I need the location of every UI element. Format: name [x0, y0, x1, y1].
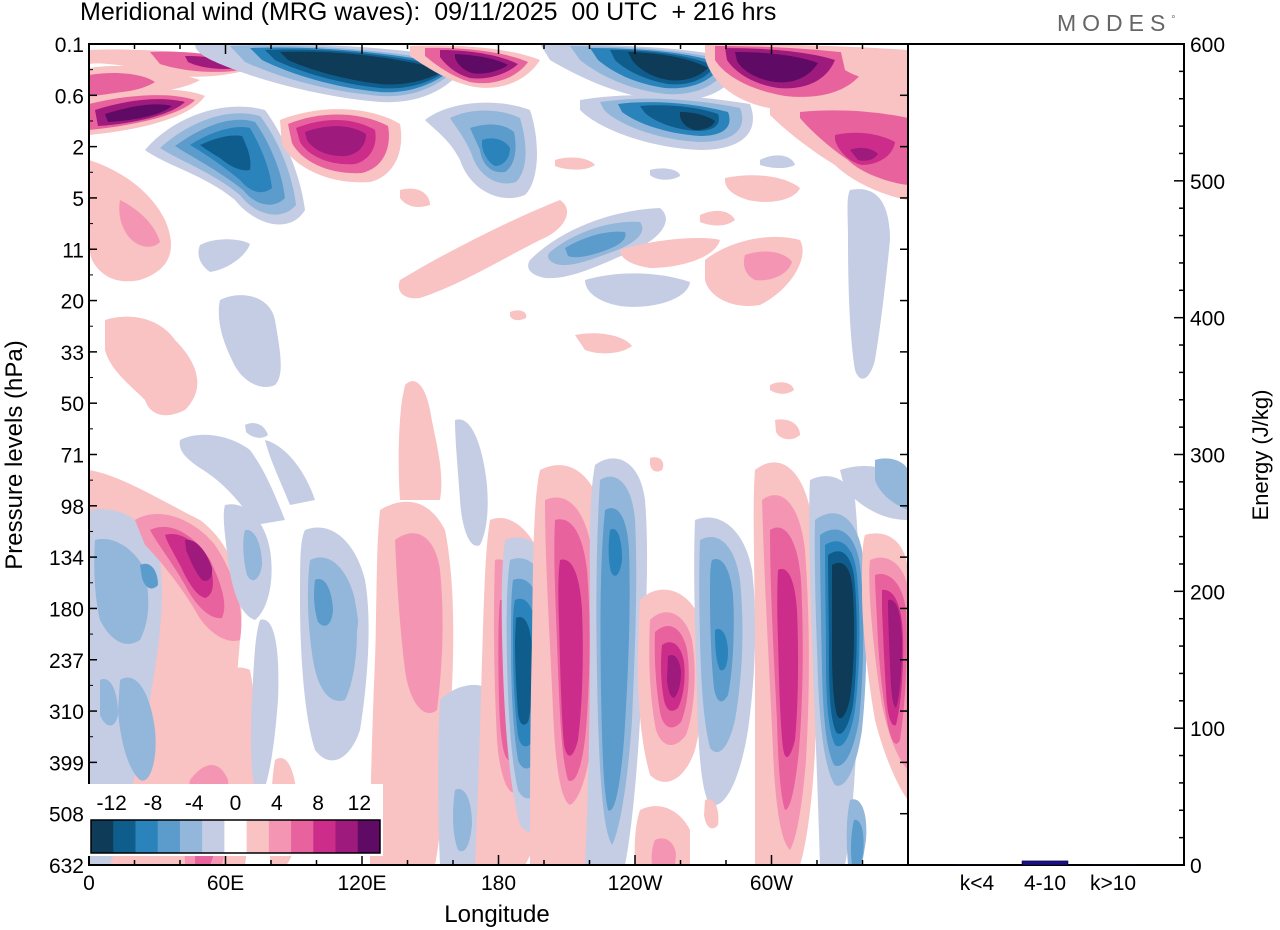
upper-blue-jet-west: [195, 44, 470, 103]
colorbar-label: 8: [312, 792, 324, 815]
mid-stratosphere-features: [89, 155, 890, 379]
energy-category-label: 4-10: [1024, 872, 1066, 895]
colorbar-swatch: [202, 820, 225, 853]
colorbar-swatch: [313, 820, 337, 853]
upper-blue-jet-east: [540, 44, 740, 101]
y-tick-label: 310: [49, 701, 84, 724]
y-tick-label: 508: [49, 804, 84, 827]
colorbar-swatch: [291, 820, 314, 853]
colorbar-label: -8: [144, 792, 163, 815]
energy-tick-label: 500: [1190, 171, 1225, 194]
pressure-axis: 0.1 0.6 2 5 11 20 33 50 71 98 134 180 237 310 399 508 63…: [49, 34, 908, 878]
y-tick-label: 20: [61, 291, 84, 314]
energy-tick-label: 600: [1190, 34, 1225, 57]
energy-bar: [1021, 860, 1069, 866]
energy-tick-label: 300: [1190, 445, 1225, 468]
x-axis-label: Longitude: [444, 901, 549, 928]
y-tick-label: 98: [61, 496, 84, 519]
energy-bar: [953, 864, 1001, 866]
y-tick-label: 632: [49, 855, 84, 878]
longitude-axis: 0 60E 120E 180 120W 60W: [83, 44, 909, 895]
colorbar-swatch: [246, 820, 270, 853]
y-tick-label: 237: [49, 650, 84, 673]
y-tick-label: 33: [61, 342, 84, 365]
energy-category-label: k<4: [960, 872, 995, 895]
y-tick-label: 180: [49, 598, 84, 621]
colorbar-swatch: [135, 820, 159, 853]
contour-field: [89, 44, 908, 865]
colorbar-swatch: [224, 820, 248, 853]
colorbar-swatch: [157, 820, 181, 853]
colorbar-label: 4: [271, 792, 283, 815]
colorbar-label: 12: [348, 792, 371, 815]
colorbar-swatch: [268, 820, 292, 853]
colorbar-swatch: [91, 820, 114, 853]
y-tick-label: 0.1: [55, 34, 84, 57]
y-tick-label: 50: [61, 393, 84, 416]
x-tick-label: 60E: [207, 872, 244, 895]
chart-title: Meridional wind (MRG waves): 09/11/2025 …: [80, 0, 777, 26]
colorbar-label: -12: [96, 792, 126, 815]
energy-bar-chart: 0 100 200 300 400 500 600 k<4 4-10 k>10: [953, 34, 1225, 895]
x-tick-label: 180: [481, 872, 516, 895]
level-2hpa-features: [145, 95, 908, 225]
x-tick-label: 120E: [337, 872, 386, 895]
energy-category-label: k>10: [1090, 872, 1136, 895]
colorbar-swatch: [357, 820, 381, 853]
energy-tick-label: 400: [1190, 308, 1225, 331]
energy-tick-label: 100: [1190, 718, 1225, 741]
y-tick-label: 11: [62, 239, 84, 262]
brand-mark: °: [1171, 14, 1176, 26]
y-tick-label: 2: [72, 137, 84, 160]
upper-magenta-east: [705, 44, 908, 116]
colorbar-frame: [90, 819, 381, 854]
y-tick-label: 0.6: [55, 85, 84, 108]
colorbar-label: -4: [185, 792, 204, 815]
colorbar-swatch: [113, 820, 136, 853]
troposphere-bands: [89, 419, 908, 865]
brand-name: MODES: [1057, 10, 1172, 36]
energy-bar: [1089, 864, 1137, 866]
colorbar-swatch: [179, 820, 203, 853]
y-tick-label: 5: [72, 188, 84, 211]
colorbar-label: 0: [230, 792, 242, 815]
energy-tick-label: 0: [1190, 855, 1202, 878]
energy-axis-label: Energy (J/kg): [1248, 390, 1273, 521]
brand-logo: MODES°: [1057, 10, 1175, 37]
x-tick-label: 120W: [608, 872, 663, 895]
energy-tick-label: 200: [1190, 581, 1225, 604]
energy-plot-frame: [907, 43, 1185, 866]
x-tick-label: 60W: [750, 872, 793, 895]
colorbar: -12 -8 -4 0 4 8 12: [88, 784, 383, 856]
y-tick-label: 71: [61, 445, 84, 468]
y-tick-label: 134: [49, 547, 84, 570]
y-axis-label: Pressure levels (hPa): [1, 340, 28, 569]
x-tick-label: 0: [83, 872, 95, 895]
colorbar-swatch: [335, 820, 359, 853]
upper-magenta-center: [410, 45, 540, 88]
y-tick-label: 399: [49, 752, 84, 775]
